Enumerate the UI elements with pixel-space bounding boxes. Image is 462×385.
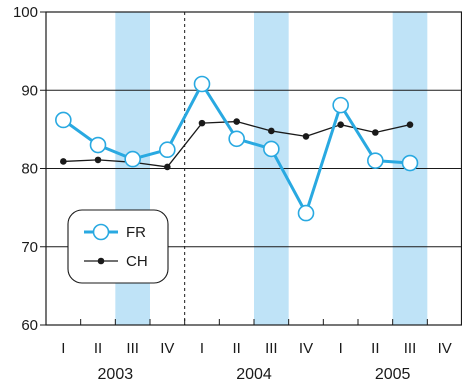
legend-box (67, 209, 169, 284)
point-ch-6 (233, 118, 240, 125)
legend-label-fr: FR (126, 224, 146, 241)
y-tick-label-80: 80 (21, 161, 38, 178)
x-tick-label-8: IV (299, 340, 313, 357)
point-fr-11 (401, 154, 419, 172)
year-label-2004: 2004 (236, 366, 272, 383)
point-fr-3 (124, 150, 141, 168)
year-label-2005: 2005 (375, 366, 411, 383)
series-line-fr (62, 82, 411, 215)
point-ch-9 (337, 121, 344, 128)
year-label-2003: 2003 (98, 366, 134, 383)
point-fr-5 (193, 75, 211, 93)
point-ch-11 (406, 121, 414, 128)
point-ch-2 (94, 156, 102, 164)
x-tick-label-11: III (404, 340, 417, 357)
legend-marker-fr (92, 223, 110, 241)
series-layer (55, 75, 419, 222)
y-tick-label-90: 90 (21, 82, 38, 99)
x-tick-label-4: IV (160, 340, 174, 357)
x-tick-label-2: II (94, 340, 102, 357)
x-tick-label-1: I (61, 340, 65, 357)
legend: FR CH (67, 209, 169, 284)
y-axis: 60 70 80 90 100 (13, 4, 46, 334)
legend-label-ch: CH (126, 253, 148, 270)
y-tick-label-60: 60 (21, 317, 38, 334)
point-fr-9 (332, 96, 349, 114)
point-fr-4 (159, 141, 176, 159)
x-tick-label-10: II (371, 340, 379, 357)
legend-marker-ch (97, 257, 105, 265)
point-ch-8 (302, 133, 310, 140)
x-tick-label-12: IV (438, 340, 452, 357)
point-fr-1 (55, 111, 72, 129)
x-tick-label-3: III (126, 340, 139, 357)
x-tick-label-9: I (339, 340, 343, 357)
x-tick-label-6: II (232, 340, 240, 357)
point-ch-1 (60, 158, 67, 165)
y-tick-label-100: 100 (13, 4, 38, 21)
point-fr-10 (367, 152, 384, 169)
series-ch (60, 118, 414, 171)
x-tick-label-7: III (265, 340, 278, 357)
point-fr-8 (297, 204, 315, 222)
point-fr-6 (228, 130, 245, 148)
point-ch-4 (164, 163, 171, 171)
x-tick-label-5: I (200, 340, 204, 357)
series-fr (55, 75, 419, 222)
y-tick-label-70: 70 (21, 239, 38, 256)
point-ch-5 (198, 119, 206, 127)
point-ch-7 (268, 127, 275, 135)
point-fr-2 (89, 136, 107, 154)
point-ch-10 (372, 129, 379, 136)
point-fr-7 (263, 140, 280, 158)
